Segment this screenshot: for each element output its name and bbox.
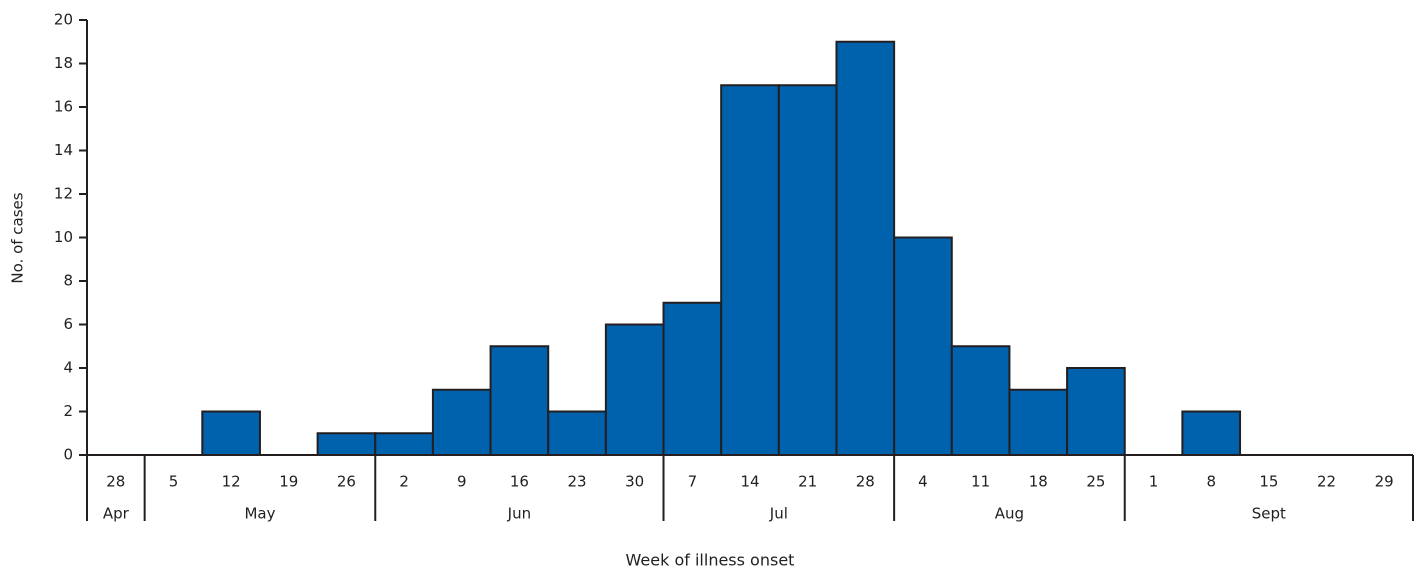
month-label: Jun: [507, 505, 531, 523]
x-tick-label: 9: [457, 473, 467, 491]
y-tick-label: 14: [54, 141, 73, 159]
x-tick-label: 16: [510, 473, 529, 491]
x-tick-label: 12: [222, 473, 241, 491]
month-label: Sept: [1252, 505, 1286, 523]
x-tick-label: 23: [567, 473, 586, 491]
bar: [1008, 388, 1069, 456]
y-tick-label: 6: [63, 315, 73, 333]
bar: [547, 410, 607, 456]
bar: [835, 40, 896, 456]
x-tick-label: 18: [1029, 473, 1048, 491]
bar: [316, 432, 377, 456]
bar: [431, 388, 492, 456]
x-tick-label: 4: [918, 473, 928, 491]
y-tick-label: 20: [54, 11, 73, 29]
bar: [893, 236, 953, 456]
bar: [1066, 367, 1126, 456]
y-tick-label: 0: [63, 446, 73, 464]
month-label: May: [244, 505, 275, 523]
x-tick-label: 2: [399, 473, 409, 491]
x-tick-label: 5: [169, 473, 179, 491]
bar: [201, 410, 261, 456]
x-tick-label: 26: [337, 473, 356, 491]
x-tick-label: 11: [971, 473, 990, 491]
bar: [604, 323, 665, 456]
y-tick-label: 18: [54, 54, 73, 72]
y-tick-label: 10: [54, 228, 73, 246]
bar: [662, 301, 723, 456]
bar: [950, 345, 1011, 456]
x-tick-label: 14: [740, 473, 759, 491]
month-label: Jul: [769, 505, 788, 523]
x-tick-label: 8: [1206, 473, 1216, 491]
x-tick-label: 29: [1375, 473, 1394, 491]
bar: [1181, 410, 1242, 456]
x-axis-label: Week of illness onset: [626, 551, 795, 570]
month-label: Aug: [995, 505, 1024, 523]
x-tick-label: 1: [1149, 473, 1159, 491]
x-tick-label: 7: [688, 473, 698, 491]
y-tick-label: 16: [54, 98, 73, 116]
month-label: Apr: [103, 505, 130, 523]
x-tick-label: 30: [625, 473, 644, 491]
y-tick-label: 12: [54, 185, 73, 203]
x-tick-label: 21: [798, 473, 817, 491]
x-tick-label: 15: [1259, 473, 1278, 491]
x-tick-label: 28: [106, 473, 125, 491]
y-axis-label: No. of cases: [9, 192, 27, 283]
bar: [374, 432, 434, 456]
x-tick-label: 22: [1317, 473, 1336, 491]
x-tick-label: 25: [1086, 473, 1105, 491]
bar: [777, 84, 838, 456]
x-tick-label: 19: [279, 473, 298, 491]
bar: [720, 84, 780, 456]
y-tick-label: 2: [63, 402, 73, 420]
y-tick-label: 4: [63, 359, 73, 377]
y-tick-label: 8: [63, 272, 73, 290]
bar: [489, 345, 550, 456]
x-tick-label: 28: [856, 473, 875, 491]
